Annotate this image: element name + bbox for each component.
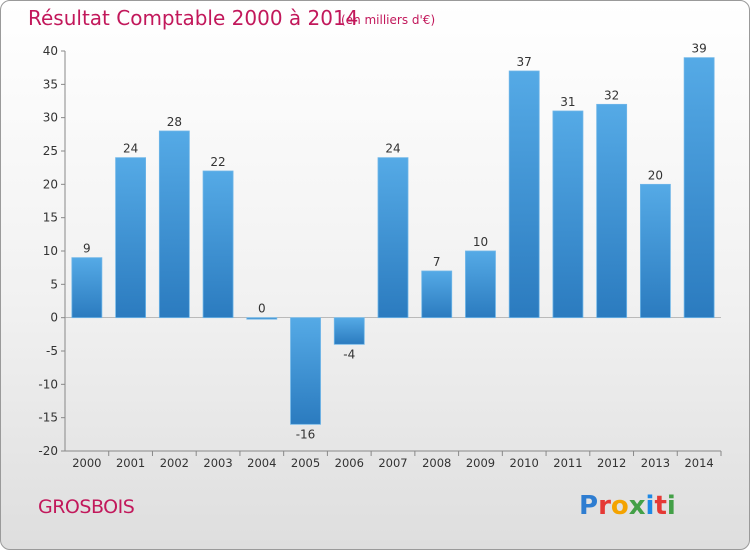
x-tick-label: 2004 — [247, 456, 276, 470]
y-tick-label: 40 — [43, 44, 58, 58]
logo-letter: P — [579, 491, 599, 521]
data-label-2004: 0 — [258, 302, 266, 316]
data-label-2001: 24 — [123, 142, 138, 156]
chart-subtitle: (en milliers d'€) — [341, 13, 436, 27]
bar-2000 — [71, 257, 103, 319]
x-tick-label: 2003 — [203, 456, 232, 470]
bar-2005 — [290, 317, 321, 425]
y-tick-label: 20 — [43, 177, 58, 191]
y-tick-label: 35 — [43, 77, 58, 91]
data-label-2005: -16 — [296, 427, 316, 441]
bar-2001 — [115, 157, 146, 319]
bar-2013 — [640, 183, 671, 319]
y-tick-label: -20 — [38, 444, 58, 458]
bars — [71, 57, 715, 425]
logo-letter: i — [666, 491, 676, 521]
chart-title: Résultat Comptable 2000 à 2014 — [28, 6, 359, 30]
commune-name: GROSBOIS — [38, 496, 135, 518]
bar-2008 — [421, 270, 453, 319]
x-tick-label: 2008 — [422, 456, 451, 470]
x-tick-label: 2014 — [684, 456, 713, 470]
x-tick-label: 2011 — [553, 456, 582, 470]
y-tick-label: 5 — [50, 277, 58, 291]
y-tick-label: -5 — [46, 344, 58, 358]
y-tick-label: 30 — [43, 111, 58, 125]
y-tick-label: 0 — [50, 311, 58, 325]
x-tick-label: 2001 — [116, 456, 145, 470]
data-label-2009: 10 — [473, 235, 488, 249]
y-tick-label: 25 — [43, 144, 58, 158]
x-tick-label: 2013 — [641, 456, 670, 470]
data-labels: 9 24 28 22 0 -16 -4 24 7 10 37 31 32 20 39 — [83, 42, 707, 442]
bar-2002 — [158, 130, 190, 319]
x-tick-label: 2010 — [510, 456, 539, 470]
x-tick-label: 2012 — [597, 456, 626, 470]
bar-2014 — [683, 57, 715, 319]
data-label-2000: 9 — [83, 242, 91, 256]
data-label-2014: 39 — [691, 42, 706, 56]
data-label-2013: 20 — [648, 168, 663, 182]
x-tick-label: 2006 — [335, 456, 364, 470]
logo-letter: o — [610, 491, 629, 521]
logo-letter: t — [654, 491, 667, 521]
y-tick-label: -15 — [38, 411, 58, 425]
proxiti-logo[interactable]: Proxiti — [579, 491, 676, 521]
y-tick-label: 10 — [43, 244, 58, 258]
bar-2004 — [246, 317, 278, 320]
bar-2010 — [508, 70, 540, 319]
y-tick-label: -10 — [38, 377, 58, 391]
bar-2003 — [202, 170, 234, 319]
data-label-2007: 24 — [385, 142, 400, 156]
x-tick-label: 2005 — [291, 456, 320, 470]
bar-2011 — [552, 110, 584, 319]
data-label-2008: 7 — [433, 255, 441, 269]
data-label-2003: 22 — [210, 155, 225, 169]
data-label-2002: 28 — [167, 115, 182, 129]
y-tick-label: 15 — [43, 211, 58, 225]
bar-2007 — [377, 157, 409, 319]
bar-2006 — [333, 317, 365, 345]
bar-2012 — [596, 103, 628, 319]
logo-letter: x — [628, 491, 646, 521]
x-tick-label: 2009 — [466, 456, 495, 470]
x-tick-label: 2002 — [160, 456, 189, 470]
x-tick-label: 2007 — [378, 456, 407, 470]
logo-letter: i — [645, 491, 655, 521]
logo-letter: r — [598, 491, 611, 521]
data-label-2012: 32 — [604, 88, 619, 102]
data-label-2010: 37 — [517, 55, 532, 69]
data-label-2011: 31 — [560, 95, 575, 109]
bar-2009 — [465, 250, 496, 319]
data-label-2006: -4 — [343, 347, 355, 361]
x-tick-label: 2000 — [72, 456, 101, 470]
